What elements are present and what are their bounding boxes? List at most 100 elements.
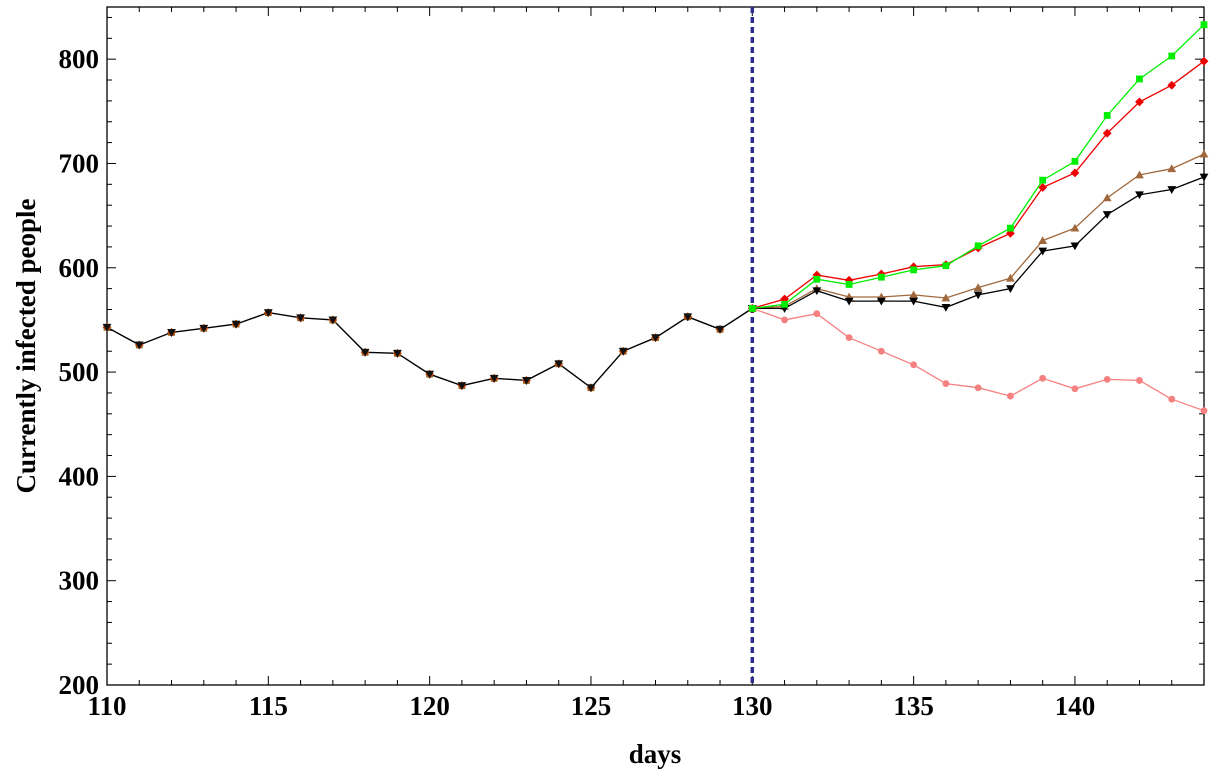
y-tick-label: 700 <box>59 148 100 178</box>
data-point <box>1136 75 1143 83</box>
y-tick-label: 500 <box>59 357 100 387</box>
data-point <box>910 266 918 274</box>
data-point <box>1038 247 1048 256</box>
x-tick-label: 135 <box>893 691 934 721</box>
data-point <box>1039 374 1047 382</box>
data-point <box>973 283 983 291</box>
data-point <box>1136 377 1143 384</box>
data-point <box>844 297 854 306</box>
data-point <box>167 329 176 337</box>
data-point <box>941 293 951 302</box>
data-point <box>1199 149 1209 158</box>
data-point <box>296 314 305 323</box>
data-point <box>1200 21 1208 29</box>
data-point <box>134 341 144 350</box>
data-point <box>1199 173 1209 182</box>
series-1 <box>747 56 1209 313</box>
data-point <box>1102 128 1112 138</box>
data-point <box>1039 176 1047 184</box>
y-tick-label: 600 <box>59 253 100 283</box>
data-point <box>231 320 241 329</box>
data-point <box>1167 186 1177 194</box>
x-tick-label: 140 <box>1055 691 1096 721</box>
data-point <box>1007 224 1014 232</box>
y-tick-label: 400 <box>59 461 100 491</box>
data-point <box>586 384 596 393</box>
data-point <box>1071 157 1079 165</box>
data-point <box>974 242 982 250</box>
data-point <box>263 309 273 318</box>
data-point <box>942 380 950 387</box>
x-tick-label: 125 <box>571 691 612 721</box>
data-point <box>1071 385 1079 393</box>
data-point <box>1070 242 1080 251</box>
data-point <box>1006 273 1015 282</box>
data-point <box>715 325 725 334</box>
data-point <box>909 297 919 306</box>
data-point <box>651 334 660 343</box>
data-point <box>781 316 788 324</box>
data-point <box>941 304 951 312</box>
x-tick-label: 130 <box>732 691 773 721</box>
data-point <box>683 313 693 322</box>
y-tick-label: 300 <box>59 566 100 596</box>
data-point <box>554 360 564 369</box>
data-point <box>748 305 756 312</box>
data-point <box>425 370 435 379</box>
data-point <box>328 316 338 325</box>
series-historical <box>102 304 757 393</box>
series-0 <box>748 21 1208 312</box>
data-point <box>781 300 788 308</box>
data-point <box>522 377 531 385</box>
data-point <box>1135 97 1144 107</box>
data-point <box>813 275 821 283</box>
series-line <box>752 60 1205 310</box>
data-point <box>1102 193 1112 202</box>
data-point <box>812 287 822 296</box>
data-point <box>973 291 983 300</box>
axis-ticks <box>106 7 1205 686</box>
series-line <box>752 307 1205 412</box>
data-point <box>1006 285 1015 294</box>
data-point <box>489 374 499 383</box>
plot-frame <box>106 6 1205 686</box>
x-tick-label: 115 <box>249 691 288 721</box>
data-point <box>1199 56 1209 66</box>
x-axis-label: days <box>629 739 682 769</box>
series-layer <box>102 21 1209 415</box>
data-point <box>1007 392 1014 400</box>
data-point <box>877 273 885 281</box>
data-point <box>1167 164 1177 173</box>
data-point <box>942 262 950 270</box>
data-point <box>1103 112 1111 119</box>
data-point <box>457 382 467 391</box>
data-point <box>102 323 112 332</box>
data-point <box>360 348 370 357</box>
data-point <box>618 347 628 356</box>
data-point <box>909 290 919 299</box>
data-point <box>1070 168 1080 178</box>
x-tick-label: 110 <box>87 691 126 721</box>
data-point <box>1168 52 1176 60</box>
tick-labels: 110 115 120 125 130 135 140 200 300 400 500 600 700 8… <box>59 44 1096 721</box>
data-point <box>845 281 853 288</box>
data-point <box>1070 223 1080 232</box>
data-point <box>199 324 209 333</box>
y-axis-label: Currently infected people <box>11 199 41 494</box>
x-tick-label: 120 <box>409 691 450 721</box>
data-point <box>1103 375 1111 383</box>
data-point <box>1038 183 1048 192</box>
data-point <box>813 310 821 318</box>
data-point <box>910 361 918 369</box>
data-point <box>392 349 402 358</box>
data-point <box>876 297 886 306</box>
data-point <box>877 347 885 355</box>
data-point <box>1167 80 1177 90</box>
data-point <box>974 384 982 392</box>
data-point <box>845 334 853 342</box>
y-tick-label: 200 <box>59 670 100 700</box>
data-point <box>1200 407 1208 415</box>
data-point <box>1038 236 1048 245</box>
data-point <box>1168 395 1176 403</box>
